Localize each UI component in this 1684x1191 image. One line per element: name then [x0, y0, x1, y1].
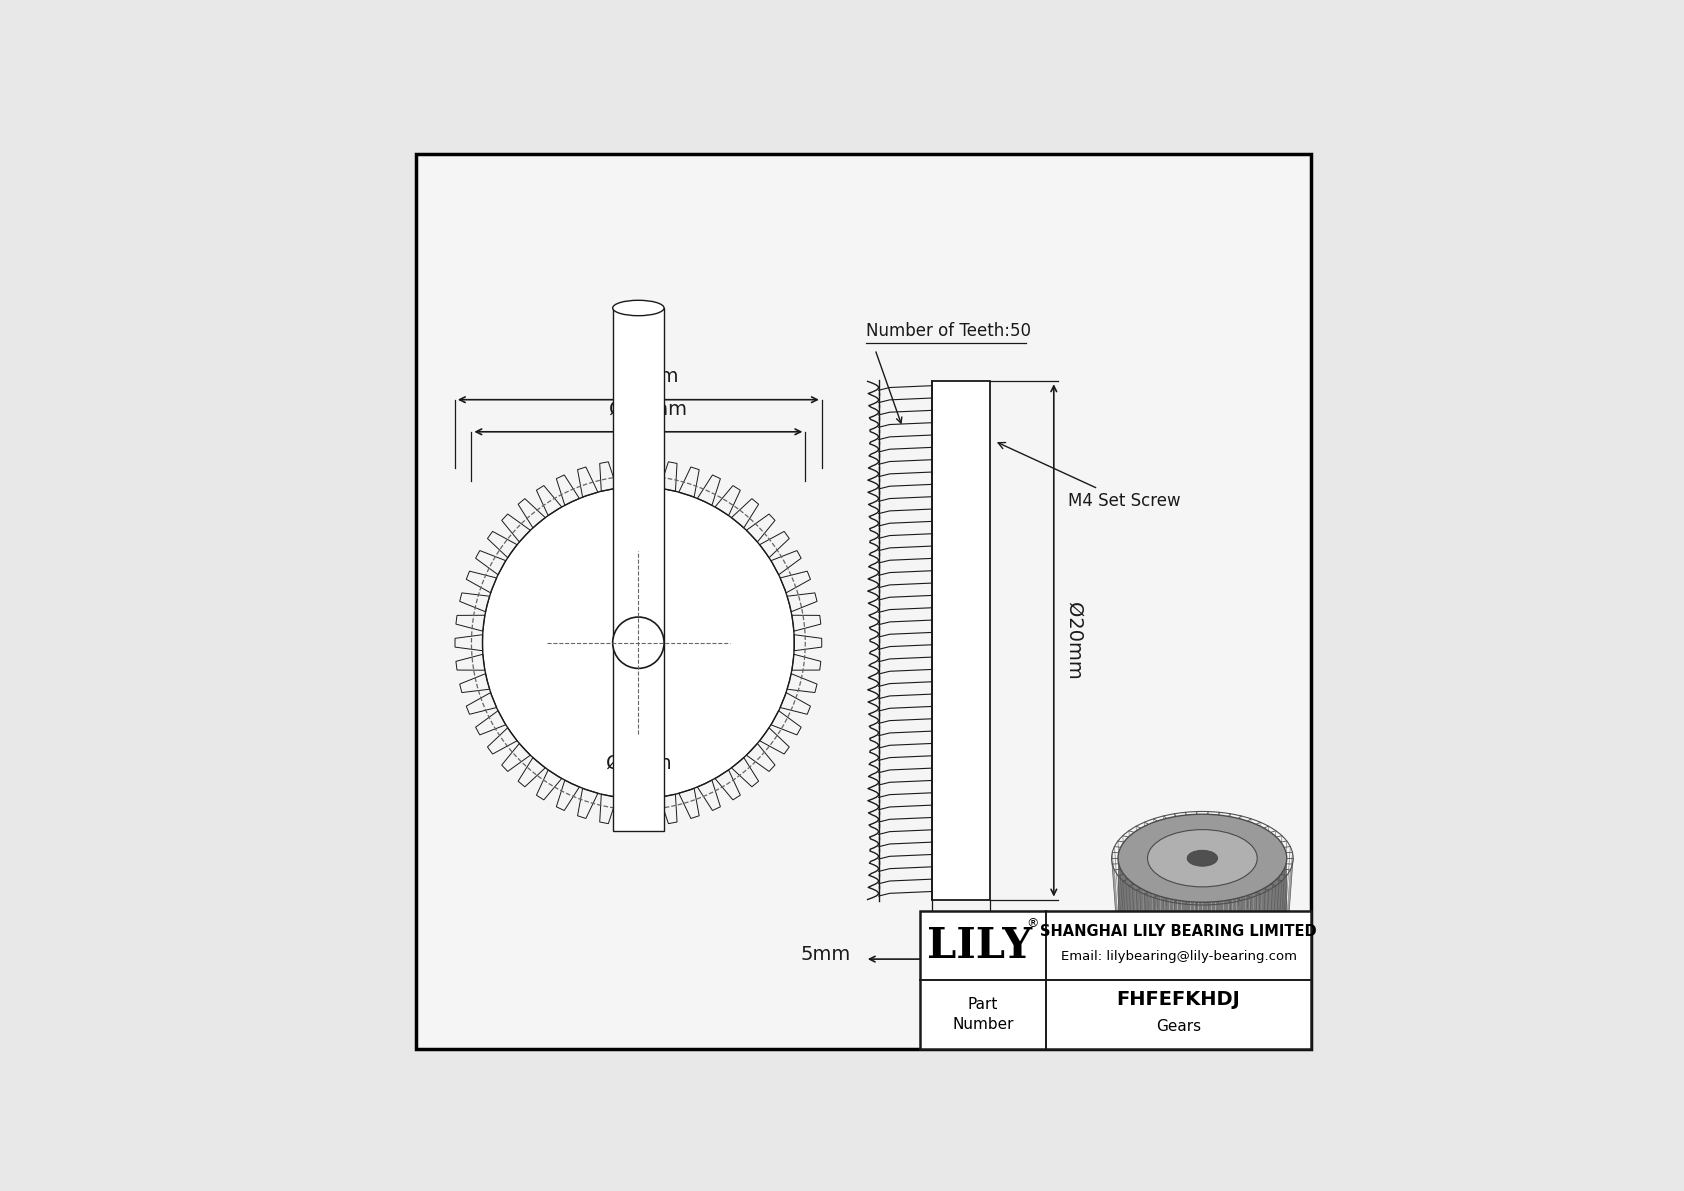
Ellipse shape: [1147, 830, 1258, 887]
Text: Ø5mm: Ø5mm: [606, 754, 672, 773]
Bar: [613, 308, 663, 831]
Text: Ø25mm: Ø25mm: [608, 400, 687, 419]
Ellipse shape: [1187, 850, 1218, 866]
Bar: [931, 381, 990, 899]
Text: Part
Number: Part Number: [953, 997, 1014, 1031]
Text: FHFEFKHDJ: FHFEFKHDJ: [1116, 990, 1241, 1009]
Text: ®: ®: [1027, 917, 1039, 930]
Text: 5mm: 5mm: [802, 944, 850, 964]
Ellipse shape: [613, 300, 663, 316]
Text: Email: lilybearing@lily-bearing.com: Email: lilybearing@lily-bearing.com: [1061, 950, 1297, 964]
Circle shape: [613, 617, 663, 668]
Text: LILY: LILY: [926, 925, 1032, 967]
Circle shape: [482, 487, 795, 799]
Text: 12mm: 12mm: [930, 950, 992, 969]
Bar: [1118, 859, 1287, 946]
Ellipse shape: [1118, 902, 1287, 990]
Text: M4 Set Screw: M4 Set Screw: [999, 443, 1180, 510]
Text: 26mm: 26mm: [616, 367, 679, 386]
Text: SHANGHAI LILY BEARING LIMITED: SHANGHAI LILY BEARING LIMITED: [1041, 924, 1317, 939]
Text: Gears: Gears: [1155, 1019, 1201, 1034]
Text: Ø20mm: Ø20mm: [1064, 601, 1083, 679]
Text: Number of Teeth:50: Number of Teeth:50: [866, 322, 1031, 341]
Ellipse shape: [1118, 815, 1287, 903]
Bar: [919, 911, 1310, 1049]
